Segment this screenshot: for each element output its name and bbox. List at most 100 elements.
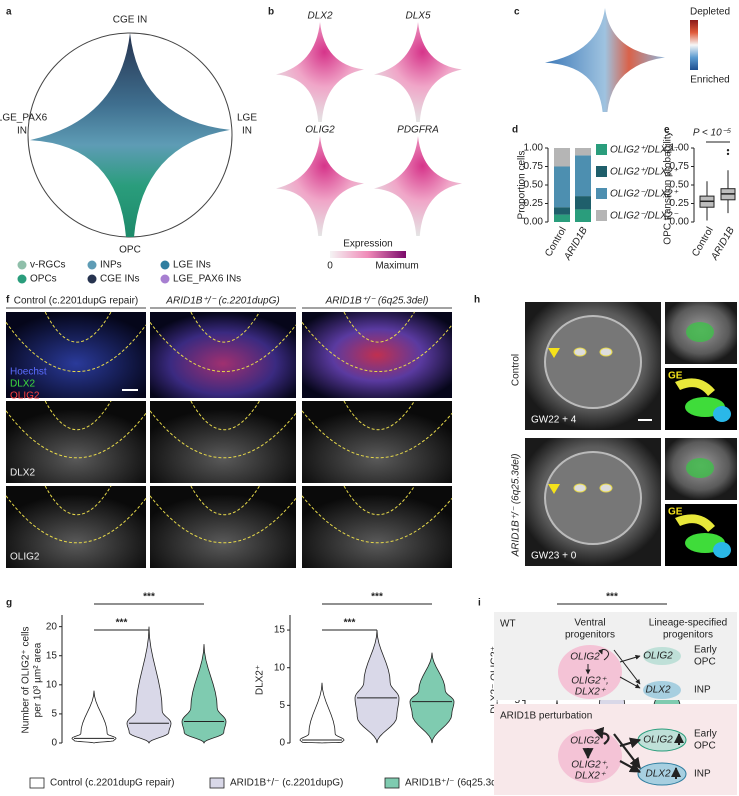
y-tick-label: 10 — [46, 679, 58, 690]
label: Control — [511, 354, 522, 386]
y-tick-label: 0.75 — [670, 161, 690, 172]
region-outline — [343, 311, 415, 343]
panel-letter: g — [6, 598, 12, 609]
label: LGE_PAX6 — [0, 113, 48, 124]
label: IN — [17, 126, 27, 137]
label: CGE IN — [113, 15, 147, 26]
label: ARID1B⁺/⁻ (c.2201dupG) — [165, 296, 279, 307]
label: OLIG2⁺, — [571, 676, 609, 687]
gene-label: DLX5 — [405, 11, 430, 22]
y-tick-label: 20 — [46, 621, 58, 632]
region-outline — [5, 322, 147, 372]
inp-fate — [643, 681, 681, 699]
y-tick-label: 5 — [51, 709, 57, 720]
legend-swatch — [29, 777, 45, 789]
brain — [544, 451, 642, 545]
legend-swatch — [596, 210, 607, 221]
region-outline — [190, 400, 260, 430]
bar-segment — [554, 214, 570, 222]
region-outline — [5, 495, 147, 544]
pointer — [548, 348, 560, 358]
label: *** — [143, 592, 155, 603]
y-tick-label: 0.25 — [670, 198, 690, 209]
label: OLIG2 — [10, 391, 40, 402]
legend-swatch — [160, 274, 170, 284]
label: GE — [668, 507, 683, 518]
label: OLIG2⁺, — [571, 760, 609, 771]
region-outline — [44, 485, 112, 515]
pointer — [548, 484, 560, 494]
label: 0 — [327, 261, 333, 272]
label: Lineage-specified — [649, 618, 727, 629]
arrow — [613, 649, 641, 685]
y-tick-label: 0 — [51, 738, 57, 749]
opc-fate — [643, 647, 681, 665]
label: OLIG2 — [570, 736, 600, 747]
label: OLIG2 — [643, 735, 673, 746]
label: IN — [242, 126, 252, 137]
legend-swatch — [17, 274, 27, 284]
region-outline — [190, 311, 260, 343]
embedding-cells — [30, 33, 230, 237]
ge-cyan — [713, 406, 731, 422]
label: OLIG2 — [643, 651, 673, 662]
label: OPC transition probability — [663, 131, 674, 244]
label: Early — [694, 645, 717, 656]
label: GW23 + 0 — [531, 551, 577, 562]
label: OLIG2 — [10, 552, 40, 563]
gene-label: DLX2 — [307, 11, 332, 22]
gene-label: PDGFRA — [397, 125, 439, 136]
legend-label: OPCs — [30, 274, 57, 285]
legend-swatch — [87, 274, 97, 284]
panel-letter: f — [6, 295, 10, 306]
legend-label: OLIG2⁺/DLX2⁻ — [610, 145, 679, 156]
y-tick-label: 1.00 — [524, 143, 544, 154]
label: WT — [500, 619, 516, 630]
label: DLX2 — [645, 685, 670, 696]
y-tick-label: 0.75 — [524, 161, 544, 172]
micrograph — [6, 401, 146, 483]
enrichment-plot — [545, 8, 665, 112]
legend-label: OLIG2⁻/DLX2⁻ — [610, 211, 679, 222]
legend-label: Control (c.2201dupG repair) — [50, 778, 175, 789]
label: DLX2 — [10, 379, 35, 390]
label: Ventral — [574, 618, 605, 629]
legend-swatch — [596, 166, 607, 177]
label: OLIG2 — [570, 652, 600, 663]
label: OPC — [119, 245, 141, 256]
region-outline — [301, 410, 453, 459]
panel-letter: d — [512, 125, 518, 136]
label: *** — [116, 618, 128, 629]
panel-letter: e — [664, 125, 670, 136]
ventricle — [599, 347, 613, 357]
micrograph — [302, 486, 452, 568]
ventricle — [599, 483, 613, 493]
ge-overlay — [686, 322, 714, 342]
y-tick-label: 1.00 — [670, 143, 690, 154]
panel-letter: b — [268, 7, 274, 18]
legend-swatch — [87, 260, 97, 270]
y-tick-label: 5 — [514, 695, 520, 706]
ge-yellow — [675, 378, 715, 396]
legend-swatch — [209, 777, 225, 789]
label: ARID1B⁺/⁻ (6q25.3del) — [325, 296, 429, 307]
panel-letter: i — [478, 598, 481, 609]
violin — [299, 682, 345, 744]
bar-segment — [575, 209, 591, 222]
legend-swatch — [160, 260, 170, 270]
legend-label: ARID1B⁺/⁻ (6q25.3del) — [405, 778, 508, 789]
y-tick-label: 0.50 — [524, 180, 544, 191]
region-outline — [149, 495, 297, 544]
colorbar — [690, 20, 698, 70]
ventricle — [573, 483, 587, 493]
region-outline — [343, 485, 415, 515]
legend-label: INPs — [100, 260, 122, 271]
violin — [409, 652, 455, 744]
label: DLX2 — [645, 769, 670, 780]
micrograph — [150, 401, 296, 483]
self-renewal — [598, 648, 610, 661]
micrograph — [6, 312, 146, 398]
violin — [126, 626, 172, 744]
legend-label: ARID1B⁺/⁻ (c.2201dupG) — [230, 778, 343, 789]
label: *** — [606, 592, 618, 603]
